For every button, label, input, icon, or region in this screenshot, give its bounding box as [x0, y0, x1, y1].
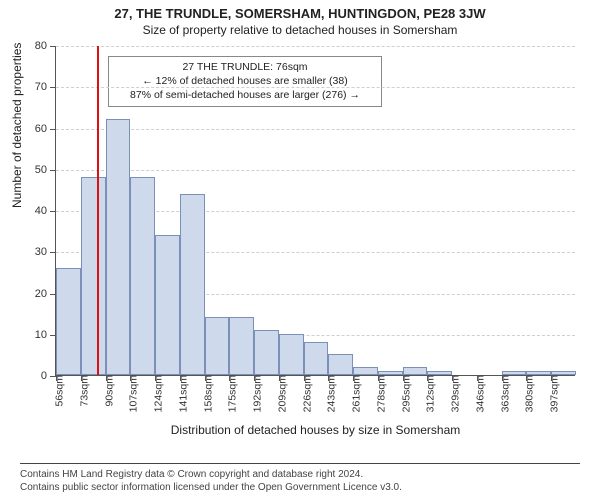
- x-tick-label: 175sqm: [220, 375, 239, 412]
- y-tick-label: 70: [35, 81, 56, 93]
- histogram-bar: [205, 317, 230, 375]
- grid-line: [56, 129, 575, 130]
- grid-line: [56, 170, 575, 171]
- annotation-box: 27 THE TRUNDLE: 76sqm ← 12% of detached …: [108, 56, 382, 107]
- x-tick-label: 56sqm: [47, 375, 66, 407]
- x-tick-label: 73sqm: [71, 375, 90, 407]
- y-axis-label: Number of detached properties: [10, 43, 24, 208]
- chart-container: Number of detached properties 27 THE TRU…: [0, 38, 600, 438]
- x-tick-label: 124sqm: [146, 375, 165, 412]
- y-tick-label: 50: [35, 164, 56, 176]
- y-tick-label: 40: [35, 205, 56, 217]
- x-tick-label: 141sqm: [170, 375, 189, 412]
- x-tick-label: 90sqm: [96, 375, 115, 407]
- x-axis-label: Distribution of detached houses by size …: [56, 423, 575, 437]
- annotation-line-2: ← 12% of detached houses are smaller (38…: [115, 74, 375, 88]
- x-tick-label: 295sqm: [393, 375, 412, 412]
- x-tick-label: 346sqm: [467, 375, 486, 412]
- grid-line: [56, 87, 575, 88]
- footer-line-2: Contains public sector information licen…: [20, 481, 580, 494]
- x-tick-label: 226sqm: [294, 375, 313, 412]
- x-tick-label: 158sqm: [195, 375, 214, 412]
- y-tick-label: 20: [35, 288, 56, 300]
- chart-subtitle: Size of property relative to detached ho…: [0, 21, 600, 39]
- x-tick-label: 192sqm: [245, 375, 264, 412]
- histogram-bar: [328, 354, 353, 375]
- histogram-bar: [180, 194, 205, 376]
- histogram-bar: [353, 367, 378, 375]
- histogram-bar: [155, 235, 180, 375]
- x-tick-label: 243sqm: [319, 375, 338, 412]
- x-tick-label: 209sqm: [269, 375, 288, 412]
- histogram-bar: [56, 268, 81, 375]
- y-tick-label: 30: [35, 246, 56, 258]
- histogram-bar: [304, 342, 329, 375]
- chart-footer: Contains HM Land Registry data © Crown c…: [20, 463, 580, 494]
- plot-area: 27 THE TRUNDLE: 76sqm ← 12% of detached …: [55, 46, 575, 376]
- annotation-line-3: 87% of semi-detached houses are larger (…: [115, 88, 375, 102]
- x-tick-label: 312sqm: [418, 375, 437, 412]
- histogram-bar: [279, 334, 304, 375]
- x-tick-label: 363sqm: [492, 375, 511, 412]
- annotation-line-1: 27 THE TRUNDLE: 76sqm: [115, 60, 375, 74]
- x-tick-label: 278sqm: [368, 375, 387, 412]
- histogram-bar: [130, 177, 155, 375]
- histogram-bar: [254, 330, 279, 375]
- y-tick-label: 80: [35, 40, 56, 52]
- reference-line: [97, 46, 99, 375]
- histogram-bar: [403, 367, 428, 375]
- histogram-bar: [106, 119, 131, 375]
- y-tick-label: 60: [35, 123, 56, 135]
- grid-line: [56, 46, 575, 47]
- x-tick-label: 397sqm: [542, 375, 561, 412]
- footer-line-1: Contains HM Land Registry data © Crown c…: [20, 468, 580, 481]
- x-tick-label: 107sqm: [121, 375, 140, 412]
- y-tick-label: 10: [35, 329, 56, 341]
- x-tick-label: 329sqm: [443, 375, 462, 412]
- histogram-bar: [229, 317, 254, 375]
- histogram-bar: [81, 177, 106, 375]
- x-tick-label: 380sqm: [517, 375, 536, 412]
- x-tick-label: 261sqm: [344, 375, 363, 412]
- chart-title: 27, THE TRUNDLE, SOMERSHAM, HUNTINGDON, …: [0, 0, 600, 21]
